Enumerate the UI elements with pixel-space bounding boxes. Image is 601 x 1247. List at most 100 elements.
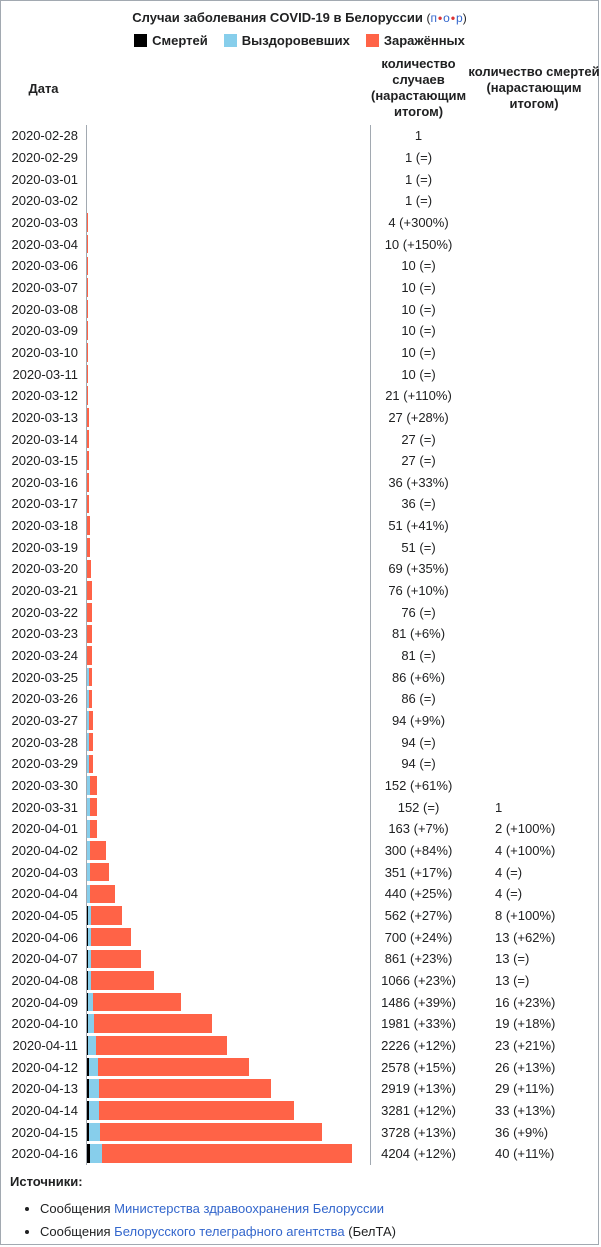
source-prefix: Сообщения — [40, 1223, 115, 1239]
cases-value: 2578 (+15%) — [381, 1059, 456, 1075]
stacked-bar — [87, 299, 89, 319]
table-row: 2020-03-15 27 (=) — [1, 449, 598, 472]
date-label: 2020-03-31 — [11, 799, 79, 815]
cases-value: 10 (=) — [401, 344, 436, 360]
deaths-bar-segment — [87, 927, 88, 947]
cases-value: 351 (+17%) — [384, 864, 453, 880]
infected-bar-segment — [87, 234, 89, 254]
cases-value: 3728 (+13%) — [381, 1124, 456, 1140]
deaths-value: 36 (+9%) — [495, 1124, 549, 1140]
deaths-value: 2 (+100%) — [495, 821, 556, 837]
source-link-belta[interactable]: Белорусского телеграфного агентства — [114, 1223, 345, 1239]
deaths-value: 29 (+11%) — [495, 1081, 555, 1097]
table-row: 2020-04-14 3281 (+12%) 33 (+13%) — [1, 1099, 598, 1122]
cases-value: 86 (=) — [401, 691, 436, 707]
deaths-value: 23 (+21%) — [495, 1037, 556, 1053]
stacked-bar — [87, 732, 93, 752]
table-row: 2020-03-31 152 (=) 1 — [1, 796, 598, 818]
stacked-bar — [87, 1079, 271, 1098]
table-row: 2020-03-27 94 (+9%) — [1, 709, 598, 732]
legend-label: Выздоровевших — [241, 33, 350, 48]
cases-value: 94 (=) — [401, 734, 436, 750]
bar-cell — [86, 688, 371, 710]
deaths-value: 26 (+13%) — [495, 1059, 556, 1075]
table-row: 2020-03-08 10 (=) — [1, 298, 598, 320]
deaths-bar-segment — [87, 1144, 90, 1163]
date-label: 2020-03-26 — [11, 691, 79, 707]
deaths-value: 4 (+100%) — [495, 842, 556, 858]
bar-cell — [86, 233, 371, 255]
table-row: 2020-03-10 10 (=) — [1, 341, 598, 364]
cases-value: 1 (=) — [404, 149, 433, 165]
list-item: Сообщения Министерства здравоохранения Б… — [40, 1197, 598, 1220]
table-row: 2020-03-01 1 (=) — [1, 168, 598, 190]
cases-value: 69 (+35%) — [388, 561, 449, 577]
cases-value: 27 (+28%) — [388, 409, 449, 425]
infected-bar-segment — [87, 538, 91, 557]
recovered-bar-segment — [89, 1144, 103, 1163]
cases-value: 2226 (+12%) — [381, 1037, 456, 1053]
recovered-bar-segment — [87, 667, 89, 687]
table-row: 2020-03-12 21 (+110%) — [1, 384, 598, 407]
nav-open-paren: ( — [426, 11, 431, 25]
table-row: 2020-03-13 27 (+28%) — [1, 406, 598, 429]
infected-bar-segment — [87, 581, 92, 600]
nav-link-discuss[interactable]: о — [443, 11, 450, 25]
stacked-bar — [87, 689, 93, 709]
date-label: 2020-03-04 — [11, 236, 79, 252]
legend-item: Заражённых — [365, 33, 465, 48]
date-label: 2020-04-14 — [11, 1102, 79, 1118]
date-label: 2020-03-03 — [11, 214, 79, 230]
page-title: Случаи заболевания COVID-19 в Белоруссии — [132, 10, 423, 25]
table-row: 2020-04-11 2226 (+12%) 23 (+21%) — [1, 1034, 598, 1057]
stacked-bar — [87, 862, 110, 882]
stacked-bar — [87, 603, 92, 622]
infected-bar-segment — [87, 624, 93, 644]
table-row: 2020-03-30 152 (+61%) — [1, 774, 598, 797]
table-row: 2020-03-09 10 (=) — [1, 319, 598, 342]
recovered-bar-segment — [87, 732, 90, 752]
date-label: 2020-04-11 — [12, 1037, 78, 1053]
nav-link-view[interactable]: п — [430, 11, 437, 25]
source-link-minzdrav[interactable]: Министерства здравоохранения Белоруссии — [114, 1200, 385, 1216]
stacked-bar — [87, 776, 97, 795]
cases-value: 562 (+27%) — [384, 907, 453, 923]
date-label: 2020-04-01 — [11, 821, 79, 837]
date-label: 2020-03-20 — [11, 561, 79, 577]
table-row: 2020-04-07 861 (+23%) 13 (=) — [1, 947, 598, 970]
cases-value: 86 (+6%) — [391, 669, 446, 685]
bar-cell — [86, 428, 371, 450]
template-nav: (п•о•р) — [426, 11, 466, 25]
date-label: 2020-04-16 — [11, 1146, 79, 1162]
cases-value: 10 (=) — [401, 279, 436, 295]
bar-cell — [86, 558, 371, 580]
stacked-bar — [87, 538, 91, 557]
stacked-bar — [87, 494, 90, 514]
table-row: 2020-03-11 10 (=) — [1, 363, 598, 385]
recovered-bar-segment — [88, 1014, 95, 1033]
table-row: 2020-03-25 86 (+6%) — [1, 666, 598, 689]
date-label: 2020-04-08 — [11, 972, 79, 988]
stacked-bar — [87, 321, 89, 340]
table-row: 2020-04-06 700 (+24%) 13 (+62%) — [1, 926, 598, 948]
stacked-bar — [87, 711, 93, 730]
table-row: 2020-04-10 1981 (+33%) 19 (+18%) — [1, 1012, 598, 1035]
recovered-bar-segment — [87, 862, 91, 882]
cases-value: 1981 (+33%) — [381, 1016, 456, 1032]
bar-cell — [86, 709, 371, 732]
table-row: 2020-04-01 163 (+7%) 2 (+100%) — [1, 818, 598, 840]
cases-value: 51 (=) — [401, 539, 436, 555]
stacked-bar — [87, 256, 89, 276]
date-label: 2020-04-03 — [11, 864, 79, 880]
table-row: 2020-03-16 36 (+33%) — [1, 471, 598, 494]
date-label: 2020-02-29 — [11, 149, 79, 165]
deaths-bar-segment — [87, 992, 88, 1012]
cases-value: 1486 (+39%) — [381, 994, 456, 1010]
cases-value: 152 (=) — [397, 799, 440, 815]
infected-bar-segment — [90, 819, 98, 839]
table-row: 2020-03-28 94 (=) — [1, 731, 598, 754]
bar-cell — [86, 536, 371, 559]
nav-link-edit[interactable]: р — [456, 11, 463, 25]
bar-cell — [86, 774, 371, 797]
